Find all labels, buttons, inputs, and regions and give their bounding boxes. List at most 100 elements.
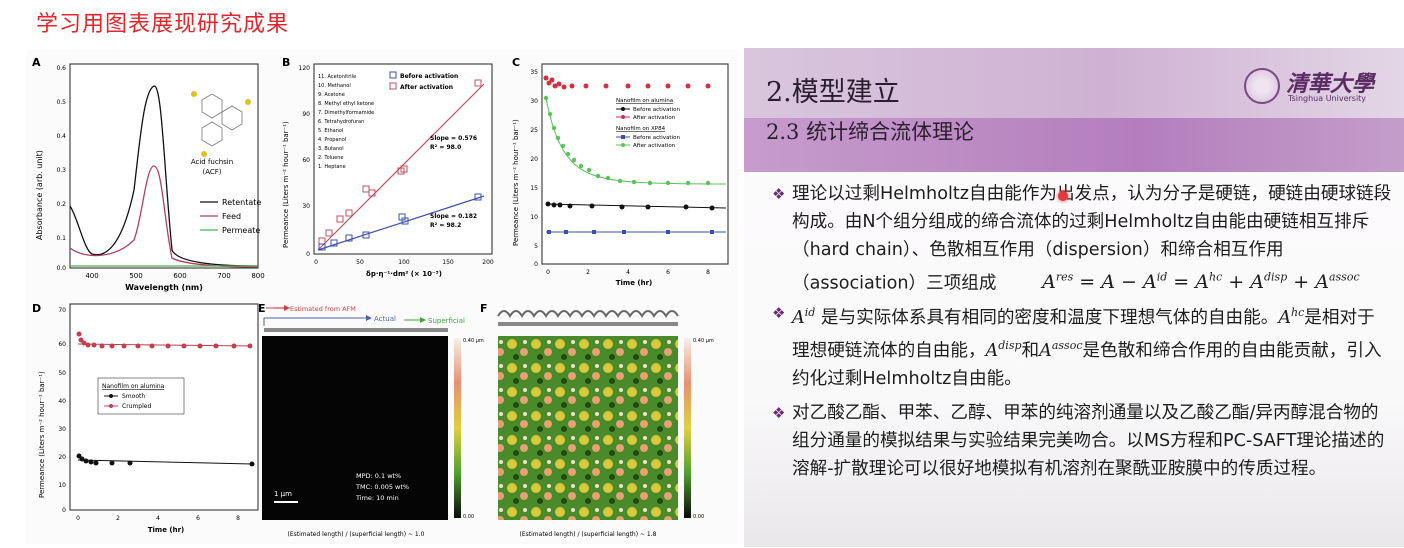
bullet-text: 是色散和缔合作用的自由能贡献，引入约化过剩Helmholtz自由能。	[792, 341, 1382, 390]
laser-pointer-dot	[1058, 191, 1068, 201]
panel-c-legend-group: Nanofilm on XP84	[616, 126, 666, 132]
panel-d-ytick: 40	[58, 398, 66, 405]
logo-chinese: 清華大學	[1286, 71, 1375, 97]
panel-d-ytick: 60	[58, 341, 66, 348]
panel-c-ylabel: Permeance (Liters m⁻² hour⁻¹ bar⁻¹)	[512, 119, 520, 246]
panel-b-xtick: 50	[356, 259, 364, 266]
legend-permeate: Permeate	[222, 226, 260, 235]
panel-c-xtick: 8	[706, 269, 710, 276]
scale-bar-label: 1 μm	[274, 490, 292, 498]
xp84-after-points	[543, 95, 711, 186]
university-seal-icon	[1244, 68, 1280, 104]
colorbar-e	[454, 338, 461, 518]
page-title: 学习用图表展现研究成果	[36, 12, 290, 37]
feed-curve	[69, 165, 259, 268]
panel-a-ylabel: Absorbance (arb. unit)	[35, 150, 44, 240]
diamond-bullet-icon: ❖	[772, 404, 786, 423]
panel-c-ytick: 0	[534, 261, 538, 268]
panel-b-ytick: 0	[306, 251, 310, 258]
legend-smooth: Smooth	[122, 393, 145, 400]
panel-a-xlabel: Wavelength (nm)	[125, 283, 203, 292]
solvent-label: 8. Methyl ethyl ketone	[318, 101, 374, 107]
bullet-text: 和	[1021, 341, 1040, 362]
panel-c-ytick: 30	[530, 98, 538, 105]
diamond-bullet-icon: ❖	[772, 304, 786, 323]
panel-b-ytick: 60	[302, 157, 310, 164]
panel-d-xlabel: Time (hr)	[148, 526, 185, 534]
molecule-drawing	[191, 91, 251, 157]
panel-b-xlabel: δp·η⁻¹·dm² (× 10⁻³)	[366, 270, 442, 278]
colorbar-bottom: 0.00	[693, 514, 704, 520]
panel-a-xtick: 600	[173, 272, 186, 280]
symbol-a-assoc: Aassoc	[1039, 339, 1083, 362]
panel-d-ytick: 20	[58, 454, 66, 461]
r2-before: R² = 98.2	[430, 222, 461, 229]
legend-after: After activation	[400, 84, 453, 91]
solvent-label: 4. Propanol	[318, 137, 346, 143]
bullet-item: ❖ 对乙酸乙酯、甲苯、乙醇、甲苯的纯溶剂通量以及乙酸乙酯/异丙醇混合物的组分通量…	[772, 399, 1392, 483]
crumpled-points	[76, 331, 253, 349]
retentate-curve	[69, 85, 259, 267]
alumina-before-points	[545, 201, 715, 211]
panel-a-xtick: 500	[129, 272, 142, 280]
r2-after: R² = 98.0	[430, 144, 461, 151]
legend-before: Before activation	[400, 73, 458, 80]
legend-retentate: Retentate	[222, 198, 261, 207]
symbol-a-disp: Adisp	[985, 339, 1022, 362]
bullet-list: ❖ 理论以过剩Helmholtz自由能作为出发点，认为分子是硬链，硬链由硬球链段…	[772, 180, 1392, 485]
bullet-text: 是与实际体系具有相同的密度和温度下理想气体的自由能。	[820, 308, 1279, 329]
panel-c-legend-item: Before activation	[633, 107, 680, 113]
panel-b-ytick: 30	[302, 203, 310, 210]
panel-b-ylabel: Permeance (Liters m⁻² hour⁻¹ bar⁻¹)	[282, 121, 290, 248]
symbol-a-id: Aid	[792, 306, 816, 329]
panel-c-ytick: 25	[530, 127, 538, 134]
panel-a-ytick: 0.5	[56, 99, 66, 106]
panel-c-ytick: 35	[530, 69, 538, 76]
panel-f-letter: F	[480, 302, 488, 315]
alumina-after-points	[543, 75, 711, 90]
slope-before: Slope = 0.182	[430, 213, 477, 220]
colorbar-top: 0.40 μm	[463, 338, 484, 344]
panel-d-ylabel: Permeance (Liters m⁻² hour⁻¹ bar⁻¹)	[38, 371, 46, 498]
legend-feed: Feed	[222, 212, 241, 221]
solvent-label: 11. Acetonitrile	[318, 74, 356, 80]
smooth-points	[76, 453, 255, 467]
panel-a: A Absorbance (arb. unit) 0.6 0.5 0.4 0.3…	[32, 56, 265, 292]
solvent-label: 5. Ethanol	[318, 128, 343, 134]
solvent-label: 9. Acetone	[318, 92, 345, 98]
before-activation-points	[318, 193, 482, 251]
panel-e-caption: (Estimated length) / (superficial length…	[288, 531, 425, 538]
panel-c-ytick: 15	[530, 185, 538, 192]
solvent-label: 6. Tetrahydrofuran	[318, 119, 364, 125]
panel-d-ytick: 0	[62, 507, 66, 514]
panel-b-xtick: 100	[398, 259, 410, 266]
arrow-label-estimated: Estimated from AFM	[290, 305, 356, 313]
panel-d-ytick: 50	[58, 370, 66, 377]
bullet-item: ❖ 理论以过剩Helmholtz自由能作为出发点，认为分子是硬链，硬链由硬球链段…	[772, 180, 1392, 297]
panel-b-xtick: 150	[442, 259, 454, 266]
lecture-slide: 2.模型建立 2.3 统计缔合流体理论 清華大學 Tsinghua Univer…	[744, 48, 1404, 547]
panel-d-ytick: 70	[58, 307, 66, 314]
helmholtz-formula: Ares = A − Aid = Ahc + Adisp + Aassoc	[1042, 271, 1360, 294]
panel-a-ytick: 0.1	[56, 235, 66, 242]
logo-english: Tsinghua University	[1288, 94, 1367, 103]
panel-c-xtick: 6	[666, 269, 670, 276]
panel-c-legend-item: Before activation	[633, 135, 680, 141]
panel-c-ytick: 5	[534, 243, 538, 250]
slide-heading: 2.模型建立	[766, 77, 900, 108]
panel-a-xtick: 800	[251, 272, 264, 280]
molecule-label: Acid fuchsin	[191, 158, 233, 166]
slide-subheading: 2.3 统计缔合流体理论	[766, 120, 975, 144]
solvent-label: 10. Methanol	[318, 83, 351, 89]
panel-d-letter: D	[32, 302, 41, 315]
panel-d: D Permeance (Liters m⁻² hour⁻¹ bar⁻¹) 70…	[32, 302, 259, 534]
symbol-a-hc: Ahc	[1278, 306, 1305, 329]
panel-f: F 0.40 μm 0.00 (Estimated length) / (sup…	[480, 302, 714, 538]
panel-b-ytick: 90	[302, 111, 310, 118]
sample-info: Time: 10 min	[355, 494, 399, 502]
bullet-item: ❖ Aid 是与实际体系具有相同的密度和温度下理想气体的自由能。Ahc是相对于理…	[772, 299, 1392, 393]
colorbar-top: 0.40 μm	[693, 338, 714, 344]
afm-image-crumpled	[498, 336, 678, 520]
panel-c-legend-item: After activation	[633, 115, 676, 121]
panel-d-xtick: 4	[156, 515, 160, 522]
